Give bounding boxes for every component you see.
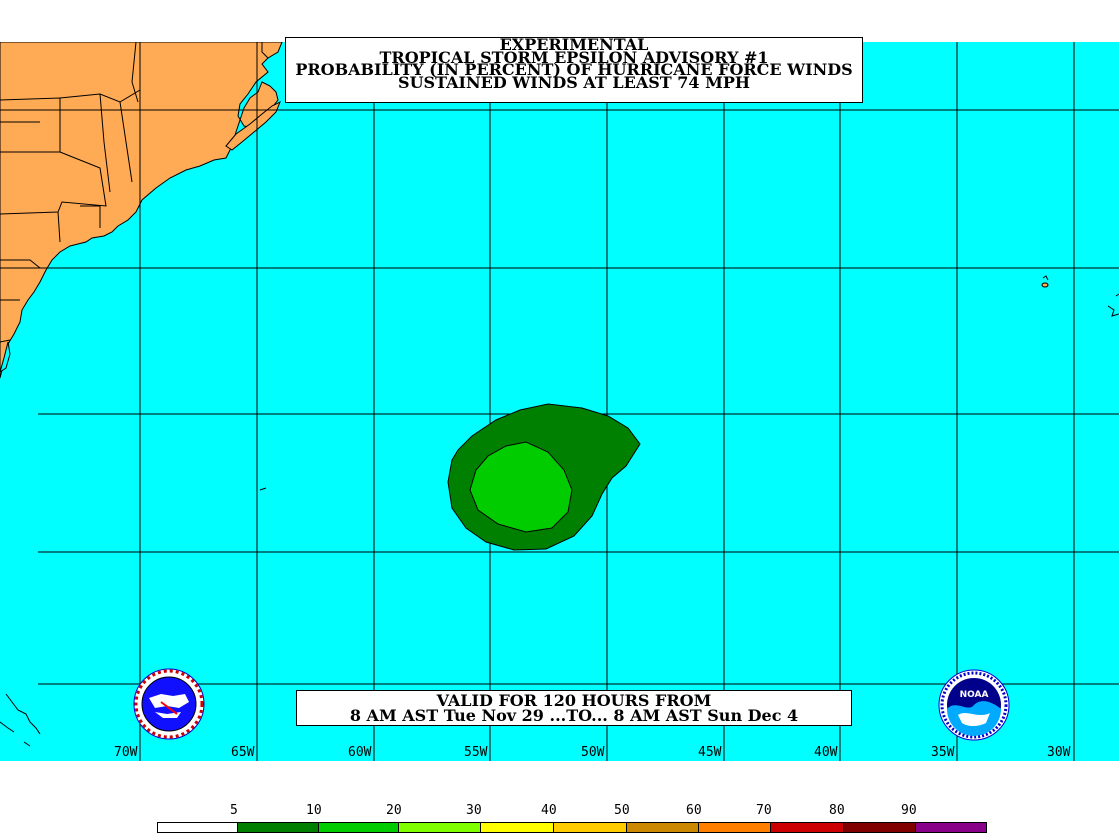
legend-color-bar [157,822,987,833]
legend-swatch-0-5 [158,823,238,832]
valid-line-2: 8 AM AST Tue Nov 29 ...TO... 8 AM AST Su… [349,706,799,725]
legend-swatch-10-20 [319,823,399,832]
lon-label-40w: 40W [814,745,838,760]
legend-value-30: 30 [466,803,482,818]
map-svg [0,42,1119,761]
lon-label-60w: 60W [348,745,372,760]
valid-time-box: VALID FOR 120 HOURS FROM 8 AM AST Tue No… [296,690,852,726]
noaa-logo-text: NOAA [960,690,989,700]
legend-value-70: 70 [756,803,772,818]
legend-value-50: 50 [614,803,630,818]
noaa-logo-icon: NOAA [938,669,1010,741]
title-line-3: PROBABILITY (IN PERCENT) OF HURRICANE FO… [295,60,853,79]
legend-value-80: 80 [829,803,845,818]
legend-value-90: 90 [901,803,917,818]
legend-value-20: 20 [386,803,402,818]
legend-swatch-30-40 [481,823,554,832]
valid-line-1: VALID FOR 120 HOURS FROM [436,691,712,710]
land-nova-scotia [225,100,281,151]
lon-label-45w: 45W [698,745,722,760]
legend-swatch-70-80 [771,823,844,832]
legend-value-40: 40 [541,803,557,818]
lat-lon-grid [0,42,1119,761]
legend-swatch-60-70 [699,823,771,832]
prob-contour-10-20 [469,441,573,533]
lon-label-65w: 65W [231,745,255,760]
land-newfoundland [261,42,283,59]
legend-swatch-40-50 [554,823,627,832]
legend-value-60: 60 [686,803,702,818]
lon-label-50w: 50W [581,745,605,760]
state-borders [0,42,141,343]
lon-label-30w: 30W [1047,745,1071,760]
legend-swatch-5-10 [238,823,319,832]
title-box: EXPERIMENTAL TROPICAL STORM EPSILON ADVI… [285,37,863,103]
nws-logo-icon [133,668,205,740]
land-north-america [0,42,283,379]
legend-value-5: 5 [230,803,238,818]
legend-swatch-50-60 [627,823,699,832]
title-line-1: EXPERIMENTAL [499,35,649,54]
lon-label-55w: 55W [464,745,488,760]
lon-label-70w: 70W [114,745,138,760]
lon-label-35w: 35W [931,745,955,760]
title-line-4: SUSTAINED WINDS AT LEAST 74 MPH [398,72,750,92]
legend-swatch-90-100 [916,823,986,832]
chesapeake-bay [0,341,11,373]
title-line-2: TROPICAL STORM EPSILON ADVISORY #1 [379,47,769,67]
legend-swatch-20-30 [399,823,481,832]
legend-swatch-80-90 [844,823,916,832]
legend-value-10: 10 [306,803,322,818]
map-area[interactable] [0,42,1119,761]
